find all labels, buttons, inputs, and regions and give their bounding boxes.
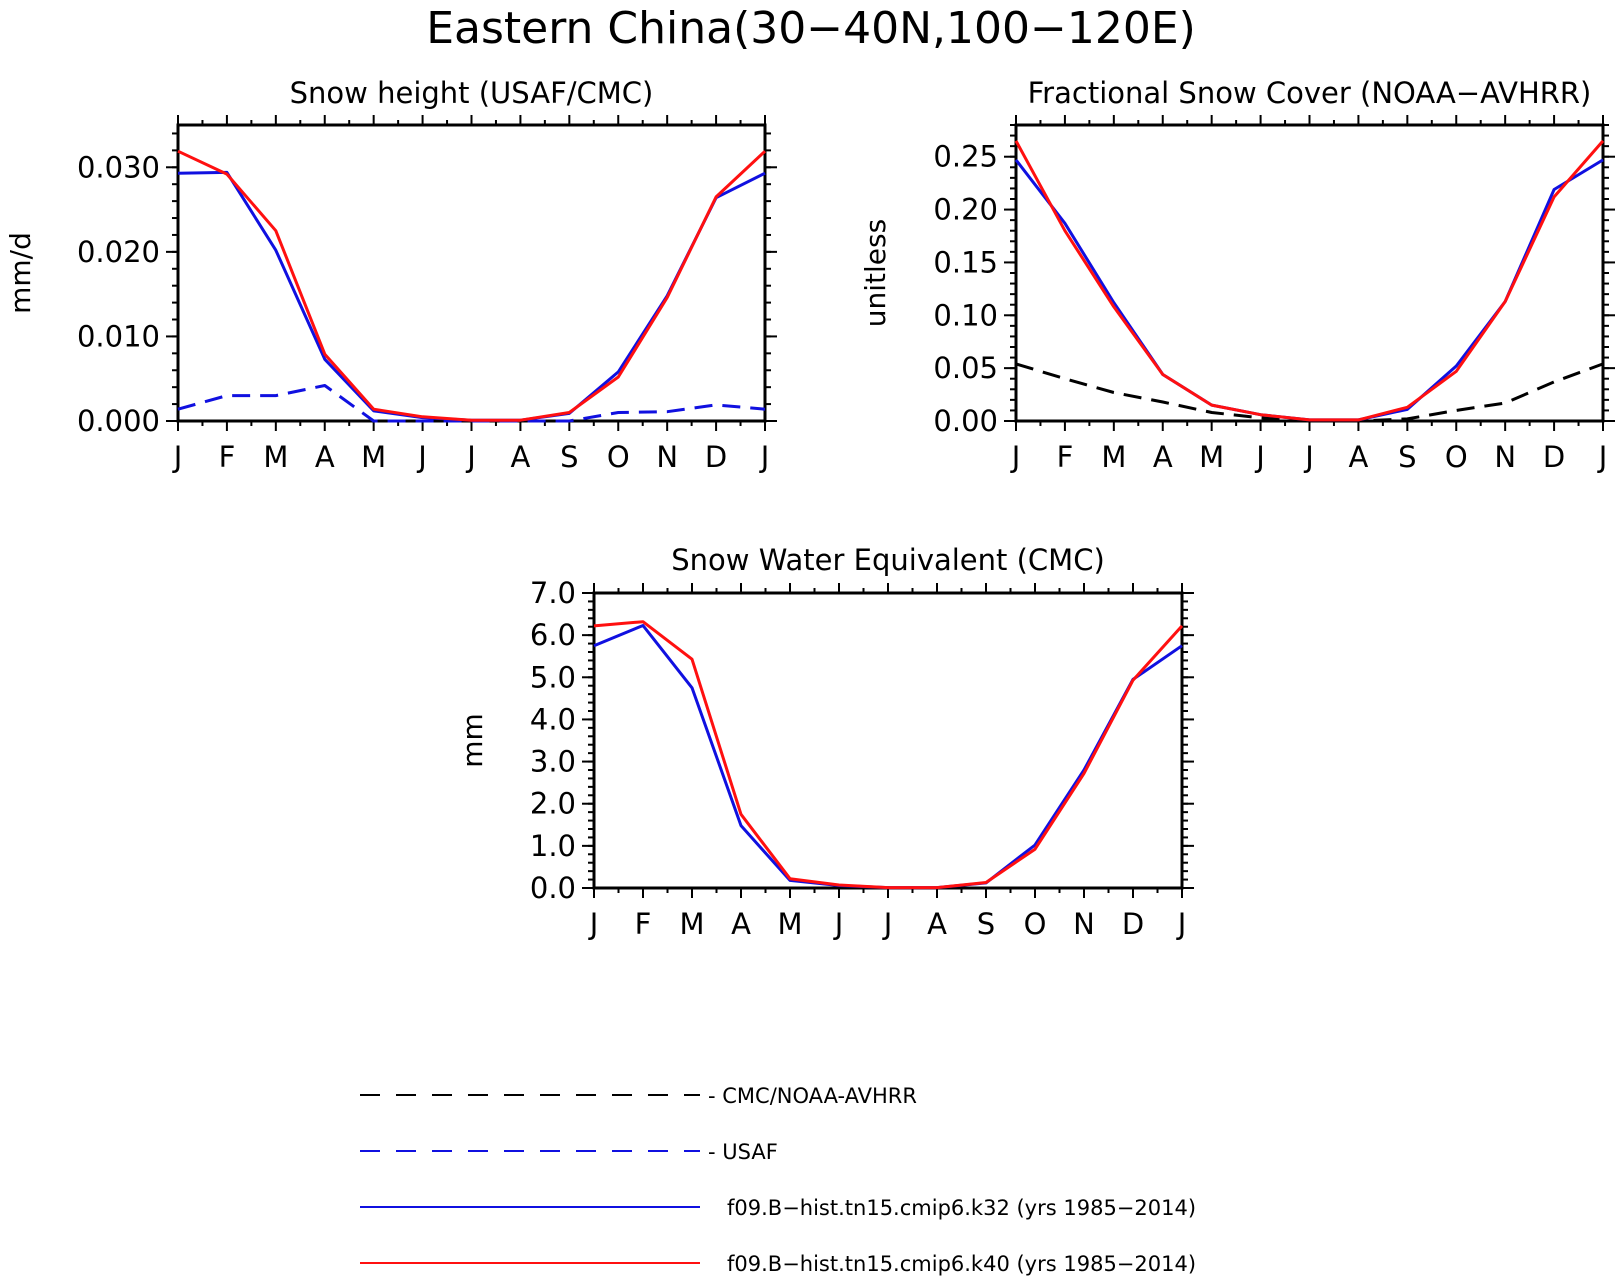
legend-entry-k32: f09.B−hist.tn15.cmip6.k32 (yrs 1985−2014… (360, 1196, 1196, 1220)
x-tick-label: M (679, 907, 704, 941)
plot-frame (1014, 123, 1605, 423)
x-tick-label: D (705, 440, 727, 474)
y-tick-label: 2.0 (530, 787, 576, 821)
y-tick-label: 0.25 (933, 140, 998, 174)
x-tick-label: A (1348, 440, 1368, 474)
y-axis-label: unitless (859, 219, 892, 327)
legend-label: f09.B−hist.tn15.cmip6.k40 (yrs 1985−2014… (727, 1252, 1196, 1276)
x-tick-label: J (1597, 440, 1608, 474)
y-tick-label: 0.15 (933, 245, 998, 279)
panel-title: Fractional Snow Cover (NOAA−AVHRR) (1028, 76, 1592, 110)
legend-label: - CMC/NOAA-AVHRR (708, 1084, 917, 1108)
y-tick-label: 0.10 (933, 298, 998, 332)
legend-entry-obs: - CMC/NOAA-AVHRR (360, 1084, 917, 1108)
x-tick-label: M (1199, 440, 1224, 474)
legend-label: f09.B−hist.tn15.cmip6.k32 (yrs 1985−2014… (727, 1196, 1196, 1220)
series-line (177, 170, 766, 422)
y-tick-label: 0.05 (933, 351, 998, 385)
legend: - CMC/NOAA-AVHRR - USAF f09.B−hist.tn15.… (360, 1084, 1196, 1276)
x-tick-label: A (927, 907, 947, 941)
y-tick-label: 0.020 (77, 235, 160, 269)
x-tick-label: N (1073, 907, 1095, 941)
y-tick-label: 7.0 (530, 576, 576, 610)
y-tick-label: 0.20 (933, 193, 998, 227)
x-tick-label: O (1024, 907, 1047, 941)
y-tick-label: 3.0 (530, 745, 576, 779)
x-tick-label: S (560, 440, 578, 474)
y-axis-label: mm (456, 713, 489, 768)
series-line (177, 149, 767, 422)
series-line (1015, 362, 1604, 423)
x-tick-label: M (777, 907, 802, 941)
x-tick-label: N (656, 440, 678, 474)
x-tick-label: J (172, 440, 183, 474)
x-tick-label: A (731, 907, 751, 941)
x-tick-label: F (1057, 440, 1074, 474)
x-tick-label: J (1176, 907, 1187, 941)
x-tick-label: J (588, 907, 599, 941)
x-tick-label: O (1445, 440, 1468, 474)
y-axis-label: mm/d (4, 232, 37, 314)
x-tick-label: M (361, 440, 386, 474)
y-tick-label: 0.030 (77, 150, 160, 184)
x-tick-label: N (1494, 440, 1516, 474)
y-tick-label: 6.0 (530, 618, 576, 652)
y-tick-label: 0.010 (77, 319, 160, 353)
panel-title: Snow Water Equivalent (CMC) (671, 543, 1105, 577)
series-line (593, 620, 1184, 890)
y-tick-label: 4.0 (530, 702, 576, 736)
panel-fractional-snow-cover: Fractional Snow Cover (NOAA−AVHRR) unitl… (859, 76, 1615, 474)
x-tick-label: J (416, 440, 427, 474)
plot-frame (592, 591, 1184, 890)
x-tick-label: M (1101, 440, 1126, 474)
y-tick-label: 1.0 (530, 829, 576, 863)
x-tick-label: F (219, 440, 236, 474)
legend-entry-k40: f09.B−hist.tn15.cmip6.k40 (yrs 1985−2014… (360, 1252, 1196, 1276)
x-tick-label: J (882, 907, 893, 941)
y-tick-label: 0.00 (933, 404, 998, 438)
y-tick-label: 0.000 (77, 404, 160, 438)
x-tick-label: J (1303, 440, 1314, 474)
figure-title: Eastern China(30−40N,100−120E) (426, 3, 1196, 54)
x-tick-label: O (607, 440, 630, 474)
legend-entry-usaf: - USAF (360, 1140, 778, 1164)
x-tick-label: A (1153, 440, 1173, 474)
y-tick-label: 5.0 (530, 660, 576, 694)
x-tick-label: S (977, 907, 995, 941)
panel-title: Snow height (USAF/CMC) (290, 76, 654, 110)
x-tick-label: D (1122, 907, 1144, 941)
x-tick-label: S (1398, 440, 1416, 474)
x-tick-label: J (1010, 440, 1021, 474)
legend-label: - USAF (708, 1140, 778, 1164)
series-line (1014, 139, 1605, 422)
x-tick-label: A (315, 440, 335, 474)
series-line (177, 384, 766, 423)
y-tick-label: 0.0 (530, 871, 576, 905)
x-tick-label: A (510, 440, 530, 474)
x-tick-label: D (1543, 440, 1565, 474)
x-tick-label: J (833, 907, 844, 941)
x-tick-label: J (465, 440, 476, 474)
x-tick-label: M (263, 440, 288, 474)
x-tick-label: J (759, 440, 770, 474)
x-tick-label: J (1254, 440, 1265, 474)
x-tick-label: F (635, 907, 652, 941)
